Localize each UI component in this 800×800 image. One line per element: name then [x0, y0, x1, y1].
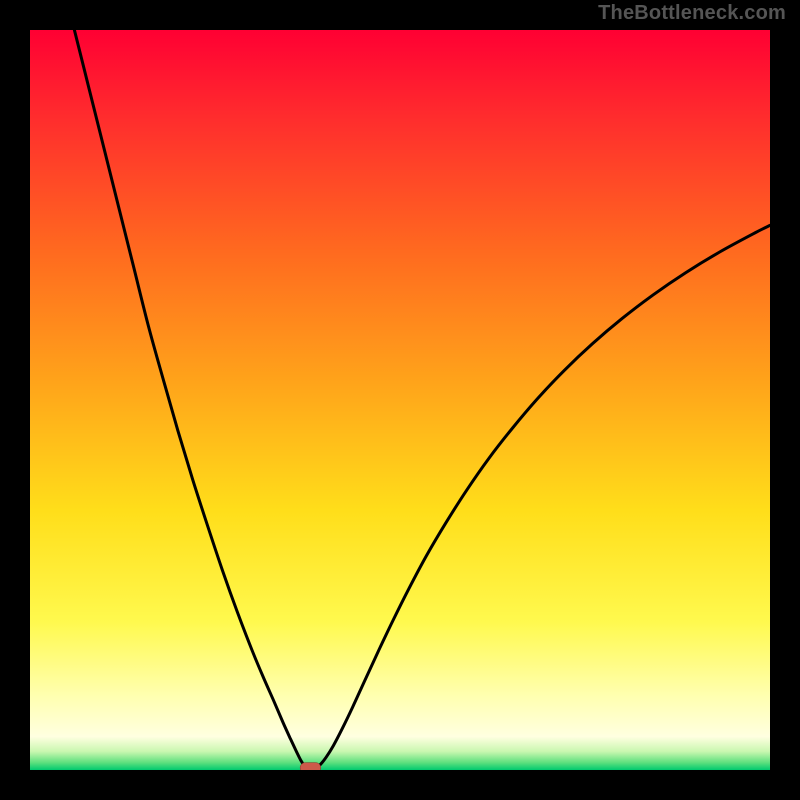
chart-frame: TheBottleneck.com: [0, 0, 800, 800]
optimum-marker: [300, 763, 321, 770]
watermark-text: TheBottleneck.com: [598, 2, 786, 25]
chart-background: [30, 30, 770, 770]
chart-svg: [30, 30, 770, 770]
bottleneck-chart: [30, 30, 770, 770]
